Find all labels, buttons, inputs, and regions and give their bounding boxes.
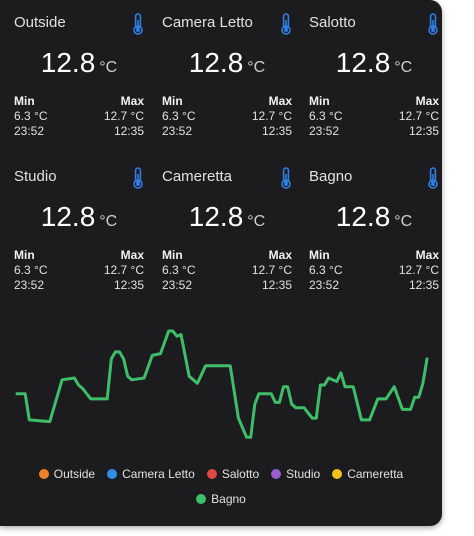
sensor-value: 12.8 °C xyxy=(309,201,439,233)
min-time: 23:52 xyxy=(162,278,193,292)
legend-item-studio[interactable]: Studio xyxy=(271,462,320,487)
min-value: 6.3 °C xyxy=(309,263,343,277)
min-label: Min xyxy=(14,248,35,262)
max-label: Max xyxy=(120,248,144,262)
temperature-unit: °C xyxy=(247,213,266,230)
min-time: 23:52 xyxy=(162,124,193,138)
legend-dot-icon xyxy=(107,469,118,479)
max-time: 12:35 xyxy=(408,278,439,292)
legend-label: Studio xyxy=(286,467,321,481)
chart-legend: Outside Camera Letto Salotto Studio Camerett… xyxy=(0,462,442,512)
thermometer-icon xyxy=(428,13,438,35)
max-label: Max xyxy=(268,248,292,262)
min-label: Min xyxy=(309,248,330,262)
temperature-unit: °C xyxy=(394,213,413,230)
series-line-bagno[interactable] xyxy=(15,329,429,439)
sensor-name: Cameretta xyxy=(162,168,233,185)
min-time: 23:52 xyxy=(309,278,340,292)
legend-label: Bagno xyxy=(211,492,246,506)
temperature-value: 12.8 xyxy=(188,47,244,78)
min-value: 6.3 °C xyxy=(309,109,343,123)
sensor-tile-outside[interactable]: Outside 12.8 °C Min 6.3 °C 23:52 Max 12.7… xyxy=(14,0,152,140)
legend-dot-icon xyxy=(332,469,343,479)
thermometer-icon xyxy=(281,167,291,189)
legend-dot-icon xyxy=(38,469,49,479)
legend-label: Cameretta xyxy=(347,467,404,481)
min-label: Min xyxy=(162,94,183,108)
max-value: 12.7 °C xyxy=(398,263,439,277)
max-time: 12:35 xyxy=(408,124,439,138)
max-label: Max xyxy=(120,94,144,108)
max-value: 12.7 °C xyxy=(398,109,439,123)
legend-item-cameretta[interactable]: Cameretta xyxy=(332,462,403,487)
sensor-name: Camera Letto xyxy=(162,14,253,31)
max-value: 12.7 °C xyxy=(251,109,292,123)
legend-item-salotto[interactable]: Salotto xyxy=(206,462,260,487)
temperature-card: Outside 12.8 °C Min 6.3 °C 23:52 Max 12.7… xyxy=(0,0,442,526)
thermometer-icon xyxy=(133,13,143,35)
temperature-unit: °C xyxy=(247,59,266,76)
thermometer-icon xyxy=(428,167,438,189)
temperature-unit: °C xyxy=(99,213,118,230)
min-time: 23:52 xyxy=(14,278,45,292)
temperature-value: 12.8 xyxy=(335,47,391,78)
max-value: 12.7 °C xyxy=(103,263,144,277)
temperature-history-chart[interactable] xyxy=(0,318,442,448)
temperature-value: 12.8 xyxy=(40,201,96,232)
sensor-tile-camera-letto[interactable]: Camera Letto 12.8 °C Min 6.3 °C 23:52 Max… xyxy=(162,0,300,140)
min-value: 6.3 °C xyxy=(14,109,48,123)
min-label: Min xyxy=(14,94,35,108)
legend-item-bagno[interactable]: Bagno xyxy=(196,487,246,512)
min-value: 6.3 °C xyxy=(162,109,196,123)
max-time: 12:35 xyxy=(261,278,292,292)
min-time: 23:52 xyxy=(309,124,340,138)
legend-item-outside[interactable]: Outside xyxy=(38,462,96,487)
sensor-value: 12.8 °C xyxy=(14,201,144,233)
min-time: 23:52 xyxy=(14,124,45,138)
legend-dot-icon xyxy=(271,469,282,479)
sensor-tile-salotto[interactable]: Salotto 12.8 °C Min 6.3 °C 23:52 Max 12.7… xyxy=(309,0,442,140)
thermometer-icon xyxy=(133,167,143,189)
max-value: 12.7 °C xyxy=(103,109,144,123)
max-time: 12:35 xyxy=(113,278,144,292)
temperature-unit: °C xyxy=(394,59,413,76)
legend-dot-icon xyxy=(206,469,217,479)
temperature-value: 12.8 xyxy=(335,201,391,232)
sensor-name: Studio xyxy=(14,168,57,185)
legend-dot-icon xyxy=(196,494,207,504)
sensor-name: Bagno xyxy=(309,168,353,185)
legend-item-camera-letto[interactable]: Camera Letto xyxy=(107,462,195,487)
legend-label: Outside xyxy=(53,467,96,481)
sensor-name: Outside xyxy=(14,14,66,31)
max-label: Max xyxy=(415,248,439,262)
legend-label: Salotto xyxy=(221,467,260,481)
temperature-unit: °C xyxy=(99,59,118,76)
max-time: 12:35 xyxy=(113,124,144,138)
min-value: 6.3 °C xyxy=(14,263,48,277)
sensor-value: 12.8 °C xyxy=(309,47,439,79)
sensor-tile-cameretta[interactable]: Cameretta 12.8 °C Min 6.3 °C 23:52 Max 12… xyxy=(162,154,300,294)
min-value: 6.3 °C xyxy=(162,263,196,277)
temperature-value: 12.8 xyxy=(188,201,244,232)
max-label: Max xyxy=(268,94,292,108)
legend-label: Camera Letto xyxy=(122,467,195,481)
sensor-tile-bagno[interactable]: Bagno 12.8 °C Min 6.3 °C 23:52 Max 12.7 °… xyxy=(309,154,442,294)
thermometer-icon xyxy=(281,13,291,35)
sensor-name: Salotto xyxy=(309,14,356,31)
min-label: Min xyxy=(162,248,183,262)
sensor-value: 12.8 °C xyxy=(162,47,292,79)
sensor-tile-studio[interactable]: Studio 12.8 °C Min 6.3 °C 23:52 Max 12.7 … xyxy=(14,154,152,294)
sensor-value: 12.8 °C xyxy=(14,47,144,79)
min-label: Min xyxy=(309,94,330,108)
max-time: 12:35 xyxy=(261,124,292,138)
max-label: Max xyxy=(415,94,439,108)
sensor-value: 12.8 °C xyxy=(162,201,292,233)
temperature-value: 12.8 xyxy=(40,47,96,78)
max-value: 12.7 °C xyxy=(251,263,292,277)
